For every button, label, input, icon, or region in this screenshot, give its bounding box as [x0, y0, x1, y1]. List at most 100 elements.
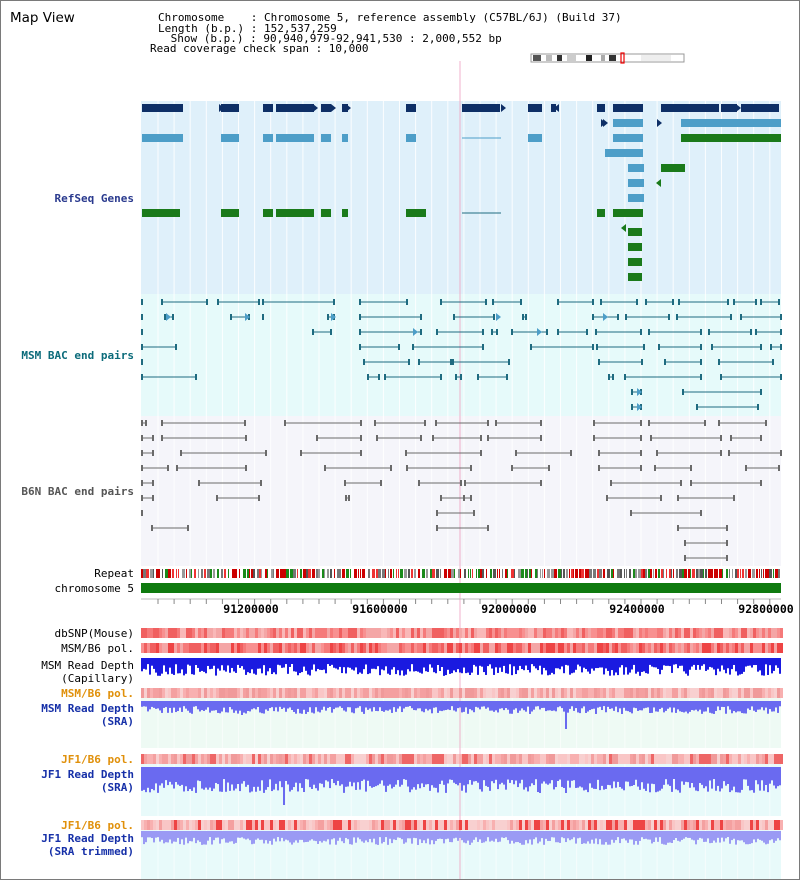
read-depth-bar: [765, 767, 767, 786]
polymorphism-cell: [426, 643, 429, 653]
read-depth-bar: [507, 831, 509, 841]
polymorphism-cell: [489, 754, 492, 764]
read-depth-bar: [303, 658, 305, 667]
bac-end-marker: [780, 314, 782, 320]
read-depth-bar: [613, 831, 615, 843]
polymorphism-cell: [309, 643, 312, 653]
polymorphism-cell: [546, 820, 549, 830]
polymorphism-cell: [705, 628, 708, 638]
read-depth-bar: [545, 658, 547, 671]
bac-end-marker: [436, 329, 438, 335]
polymorphism-cell: [354, 688, 357, 698]
polymorphism-cell: [735, 820, 738, 830]
repeat-element: [468, 569, 469, 578]
polymorphism-cell: [153, 628, 156, 638]
polymorphism-cell: [282, 628, 285, 638]
polymorphism-cell: [636, 754, 639, 764]
gene-arrow: [601, 119, 606, 127]
read-depth-bar: [557, 767, 559, 782]
polymorphism-cell: [651, 754, 654, 764]
polymorphism-cell: [498, 820, 501, 830]
read-depth-bar: [187, 831, 189, 844]
read-depth-bar: [353, 831, 355, 838]
bac-end-marker: [473, 510, 475, 516]
read-depth-bar: [771, 701, 773, 712]
read-depth-bar: [633, 701, 635, 708]
polymorphism-cell: [669, 628, 672, 638]
read-depth-bar: [311, 701, 313, 713]
polymorphism-cell: [342, 820, 345, 830]
polymorphism-cell: [486, 754, 489, 764]
polymorphism-cell: [198, 820, 201, 830]
read-depth-bar: [615, 831, 617, 841]
read-depth-bar: [251, 658, 253, 670]
read-depth-bar: [701, 701, 703, 714]
polymorphism-cell: [507, 754, 510, 764]
read-depth-bar: [361, 658, 363, 674]
read-depth-bar: [293, 831, 295, 843]
polymorphism-cell: [300, 754, 303, 764]
polymorphism-cell: [717, 628, 720, 638]
polymorphism-cell: [507, 688, 510, 698]
read-depth-bar: [659, 658, 661, 675]
polymorphism-cell: [201, 688, 204, 698]
bac-end-marker: [636, 299, 638, 305]
read-depth-bar: [171, 831, 173, 844]
read-depth-bar: [285, 831, 287, 840]
polymorphism-cell: [771, 820, 774, 830]
polymorphism-cell: [504, 754, 507, 764]
read-depth-bar: [759, 658, 761, 671]
read-depth-bar: [243, 658, 245, 670]
read-depth-bar: [709, 658, 711, 667]
polymorphism-cell: [195, 643, 198, 653]
polymorphism-cell: [522, 688, 525, 698]
read-depth-bar: [569, 831, 571, 841]
polymorphism-cell: [288, 820, 291, 830]
polymorphism-cell: [243, 820, 246, 830]
bac-end-marker: [680, 480, 682, 486]
read-depth-bar: [521, 831, 523, 845]
polymorphism-cell: [159, 628, 162, 638]
read-depth-bar: [311, 831, 313, 840]
read-depth-bar: [143, 658, 145, 669]
read-depth-bar: [737, 831, 739, 841]
polymorphism-cell: [276, 754, 279, 764]
read-depth-bar: [761, 701, 763, 708]
read-depth-bar: [151, 831, 153, 839]
read-depth-bar: [351, 831, 353, 845]
read-depth-bar: [535, 831, 537, 838]
read-depth-bar: [543, 658, 545, 668]
read-depth-bar: [333, 658, 335, 668]
polymorphism-cell: [168, 643, 171, 653]
read-depth-bar: [237, 701, 239, 714]
read-depth-bar: [713, 701, 715, 714]
polymorphism-cell: [756, 688, 759, 698]
gene-block: [406, 134, 416, 142]
read-depth-bar: [609, 831, 611, 845]
read-depth-bar: [659, 701, 661, 710]
polymorphism-cell: [387, 820, 390, 830]
repeat-element: [257, 569, 260, 578]
read-depth-bar: [163, 701, 165, 708]
repeat-element: [763, 569, 764, 578]
read-depth-bar: [585, 701, 587, 713]
read-depth-bar: [631, 658, 633, 670]
repeat-element: [775, 569, 778, 578]
polymorphism-cell: [774, 820, 777, 830]
read-depth-bar: [605, 767, 607, 789]
read-depth-bar: [357, 767, 359, 783]
polymorphism-cell: [501, 643, 504, 653]
read-depth-bar: [481, 767, 483, 792]
polymorphism-cell: [450, 628, 453, 638]
read-depth-bar: [383, 701, 385, 712]
polymorphism-cell: [726, 643, 729, 653]
read-depth-bar: [247, 658, 249, 673]
read-depth-bar: [495, 831, 497, 839]
polymorphism-cell: [639, 688, 642, 698]
bac-end-marker: [420, 435, 422, 441]
read-depth-bar: [715, 658, 717, 676]
polymorphism-cell: [450, 820, 453, 830]
polymorphism-cell: [654, 754, 657, 764]
polymorphism-cell: [489, 643, 492, 653]
